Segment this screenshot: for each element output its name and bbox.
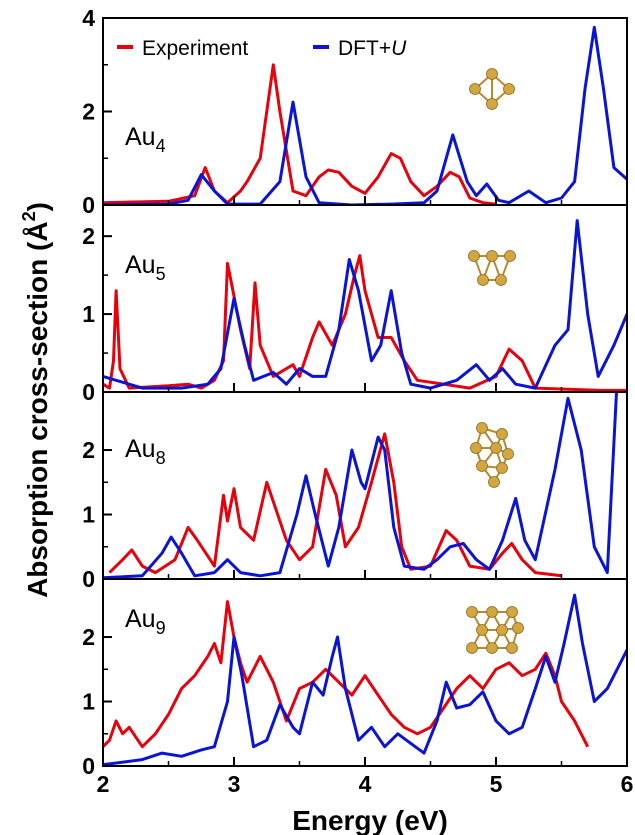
- y-tick-label: 2: [82, 99, 95, 125]
- y-tick-label: 4: [82, 5, 95, 31]
- gold-atom: [476, 624, 488, 636]
- y-tick-label: 2: [82, 223, 95, 249]
- y-tick-label: 1: [82, 689, 95, 715]
- panels-layer: Au4 Au5 Au8 Au9: [103, 25, 627, 766]
- dft-series-line: [103, 25, 627, 205]
- x-tick-label: 6: [621, 771, 634, 797]
- gold-atom: [468, 250, 480, 262]
- dft-series-line: [103, 593, 627, 766]
- y-tick-label: 2: [82, 624, 95, 650]
- y-axis-title: Absorption cross-section (Å2): [19, 202, 53, 598]
- x-axis-title: Energy (eV): [292, 805, 448, 835]
- gold-atom: [496, 462, 508, 474]
- legend-experiment-label: Experiment: [142, 37, 248, 60]
- panel-1: Au4: [103, 25, 627, 205]
- gold-atom: [470, 442, 482, 454]
- y-tick-label: 0: [82, 192, 95, 218]
- y-tick-label: 0: [82, 379, 95, 405]
- gold-atom: [486, 606, 498, 618]
- panel-4: Au9: [103, 593, 627, 766]
- gold-atom: [466, 606, 478, 618]
- experiment-series-line: [103, 600, 590, 749]
- legend: Experiment DFT+U: [117, 37, 407, 60]
- x-tick-label: 5: [490, 771, 503, 797]
- y-tick-label: 1: [82, 502, 95, 528]
- Au4-rhombus-icon: [469, 68, 515, 110]
- gold-atom: [486, 68, 498, 80]
- y-tick-label: 2: [82, 437, 95, 463]
- gold-atom: [466, 642, 478, 654]
- gold-atom: [495, 274, 507, 286]
- gold-atom: [504, 250, 516, 262]
- gold-atom: [486, 642, 498, 654]
- gold-atom: [469, 83, 481, 95]
- y-tick-label: 1: [82, 301, 95, 327]
- dft-series-line: [103, 392, 618, 579]
- gold-atom: [476, 460, 488, 472]
- y-tick-label: 0: [82, 566, 95, 592]
- Au9-planar-icon: [466, 606, 524, 654]
- gold-atom: [506, 642, 518, 654]
- panel-label-au4: Au4: [125, 123, 166, 156]
- gold-atom: [506, 606, 518, 618]
- panel-3: Au8: [103, 392, 618, 579]
- panel-label-au5: Au5: [125, 251, 166, 284]
- gold-atom: [503, 83, 515, 95]
- experiment-series-line: [108, 432, 562, 578]
- panel-label-au8: Au8: [125, 435, 166, 468]
- dft-series-line: [103, 219, 627, 390]
- x-tick-label: 2: [97, 771, 110, 797]
- gold-atom: [486, 250, 498, 262]
- x-tick-label: 4: [359, 771, 372, 797]
- gold-atom: [490, 442, 502, 454]
- gold-atom: [477, 274, 489, 286]
- gold-atom: [496, 428, 508, 440]
- Au5-trapezoid-icon: [468, 250, 516, 286]
- y-axis-title-superscript: 2: [19, 211, 39, 221]
- panel-label-au9: Au9: [125, 605, 166, 638]
- gold-atom: [476, 422, 488, 434]
- Au8-planar-icon: [470, 422, 514, 488]
- experiment-series-line: [103, 254, 627, 392]
- gold-atom: [486, 98, 498, 110]
- gold-atom: [502, 448, 514, 460]
- gold-atom: [488, 476, 500, 488]
- x-tick-label: 3: [228, 771, 241, 797]
- gold-atom: [512, 622, 524, 634]
- gold-atom: [496, 624, 508, 636]
- y-tick-label: 0: [82, 753, 95, 779]
- legend-dft-label: DFT+U: [338, 37, 407, 60]
- panel-2: Au5: [103, 219, 627, 392]
